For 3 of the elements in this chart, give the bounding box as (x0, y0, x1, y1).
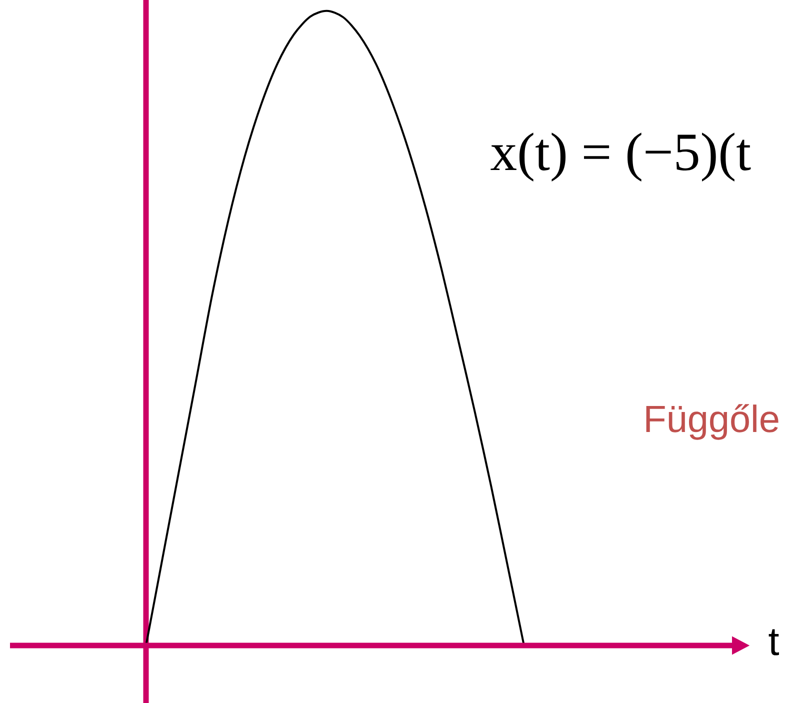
text: Függőle (646, 404, 778, 440)
text: t (768, 629, 779, 656)
annotation: x(t) = (−5)(t (490, 132, 751, 182)
